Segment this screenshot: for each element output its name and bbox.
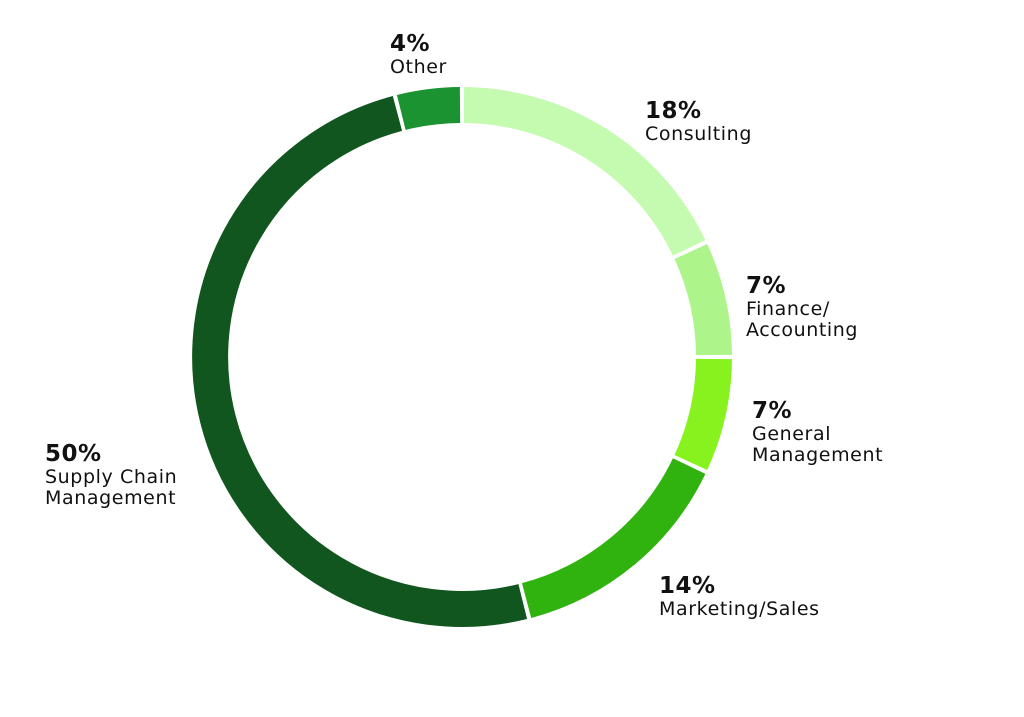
slice-category-finance-line1: Finance/ bbox=[746, 298, 830, 320]
slice-label-general-management: 7% General Management bbox=[752, 400, 883, 466]
donut-slice-marketing-sales bbox=[521, 458, 706, 618]
donut-slice-finance-accounting bbox=[674, 243, 732, 356]
donut-slice-supply-chain-management bbox=[192, 96, 528, 627]
donut-slice-consulting bbox=[463, 87, 706, 256]
donut-slice-other bbox=[396, 87, 461, 130]
slice-percent-marketing-sales: 14% bbox=[659, 573, 716, 599]
slice-category-supply-chain-line1: Supply Chain bbox=[45, 466, 178, 488]
slice-percent-other: 4% bbox=[390, 31, 431, 57]
slice-category-marketing-sales: Marketing/Sales bbox=[659, 598, 820, 620]
slice-percent-supply-chain: 50% bbox=[45, 441, 102, 467]
slice-label-supply-chain-management: 50% Supply Chain Management bbox=[45, 443, 177, 509]
slice-percent-consulting: 18% bbox=[645, 98, 702, 124]
slice-category-other: Other bbox=[390, 56, 447, 78]
slice-category-finance-line2: Accounting bbox=[746, 319, 859, 341]
slice-label-other: 4% Other bbox=[390, 33, 447, 78]
slice-percent-finance-accounting: 7% bbox=[746, 273, 787, 299]
slice-category-general-line1: General bbox=[752, 423, 832, 445]
slice-percent-general-management: 7% bbox=[752, 398, 793, 424]
slice-category-consulting: Consulting bbox=[645, 123, 752, 145]
slice-label-consulting: 18% Consulting bbox=[645, 100, 752, 145]
slice-category-general-line2: Management bbox=[752, 444, 884, 466]
slice-category-supply-chain-line2: Management bbox=[45, 487, 177, 509]
donut-slice-general-management bbox=[674, 358, 732, 471]
slice-label-marketing-sales: 14% Marketing/Sales bbox=[659, 575, 820, 620]
slice-label-finance-accounting: 7% Finance/ Accounting bbox=[746, 275, 858, 341]
